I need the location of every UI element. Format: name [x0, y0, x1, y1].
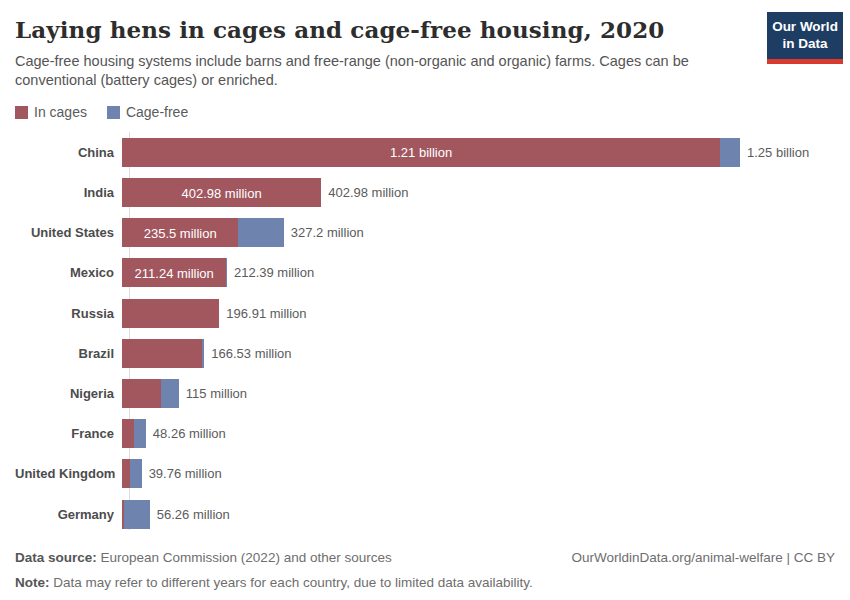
- bar-segment-cage-free[interactable]: [202, 339, 205, 368]
- legend-swatch-icon: [15, 106, 28, 119]
- bar-segment-in-cages[interactable]: 211.24 million: [122, 258, 226, 287]
- owid-logo-line2: in Data: [769, 36, 841, 53]
- owid-logo: Our World in Data: [767, 12, 843, 59]
- country-label: Russia: [15, 306, 122, 321]
- bar-segment-in-cages[interactable]: [122, 339, 202, 368]
- total-value-label: 212.39 million: [234, 265, 314, 280]
- chart-row: Nigeria 115 million: [15, 373, 835, 413]
- total-value-label: 56.26 million: [157, 507, 230, 522]
- note-label: Note:: [15, 575, 50, 590]
- owid-logo-line1: Our World: [769, 19, 841, 36]
- bar-segment-in-cages[interactable]: 235.5 million: [122, 218, 238, 247]
- bar-segment-cage-free[interactable]: [226, 258, 227, 287]
- bar-chart: China 1.21 billion 1.25 billion India 40…: [15, 132, 835, 534]
- bar-segment-in-cages[interactable]: [122, 419, 134, 448]
- legend-item-label: In cages: [34, 104, 87, 120]
- chart-row: Brazil 166.53 million: [15, 333, 835, 373]
- bar-inner-value-label: 235.5 million: [122, 225, 238, 240]
- chart-page: Laying hens in cages and cage-free housi…: [0, 0, 850, 600]
- stacked-bar: 402.98 million 402.98 million: [122, 178, 408, 207]
- total-value-label: 196.91 million: [226, 306, 306, 321]
- chart-subtitle: Cage-free housing systems include barns …: [15, 52, 760, 90]
- bar-segment-cage-free[interactable]: [720, 138, 740, 167]
- total-value-label: 115 million: [186, 386, 247, 401]
- bar-segment-cage-free[interactable]: [124, 500, 150, 529]
- chart-row: United States 235.5 million 327.2 millio…: [15, 213, 835, 253]
- country-label: France: [15, 426, 122, 441]
- legend-item-label: Cage-free: [126, 104, 188, 120]
- bar-segment-cage-free[interactable]: [134, 419, 146, 448]
- logo-red-stripe: [767, 59, 843, 64]
- chart-row: Germany 56.26 million: [15, 494, 835, 534]
- header: Laying hens in cages and cage-free housi…: [15, 16, 835, 90]
- chart-row: India 402.98 million 402.98 million: [15, 172, 835, 212]
- chart-row: France 48.26 million: [15, 414, 835, 454]
- legend-item[interactable]: In cages: [15, 104, 87, 120]
- footer: Data source: European Commission (2022) …: [15, 550, 835, 600]
- stacked-bar: 166.53 million: [122, 339, 292, 368]
- bar-segment-cage-free[interactable]: [238, 218, 283, 247]
- stacked-bar: 48.26 million: [122, 419, 226, 448]
- note-text: Data may refer to different years for ea…: [53, 575, 533, 590]
- stacked-bar: 211.24 million 212.39 million: [122, 258, 314, 287]
- chart-row: Russia 196.91 million: [15, 293, 835, 333]
- chart-row: China 1.21 billion 1.25 billion: [15, 132, 835, 172]
- total-value-label: 166.53 million: [211, 346, 291, 361]
- bar-segment-in-cages[interactable]: [122, 459, 130, 488]
- stacked-bar: 39.76 million: [122, 459, 222, 488]
- total-value-label: 402.98 million: [328, 185, 408, 200]
- bar-inner-value-label: 211.24 million: [122, 265, 226, 280]
- legend-item[interactable]: Cage-free: [107, 104, 188, 120]
- chart-row: Mexico 211.24 million 212.39 million: [15, 253, 835, 293]
- country-label: United States: [15, 225, 122, 240]
- stacked-bar: 115 million: [122, 379, 247, 408]
- bar-segment-in-cages[interactable]: 402.98 million: [122, 178, 321, 207]
- owid-url-link[interactable]: OurWorldinData.org/animal-welfare | CC B…: [571, 550, 835, 565]
- bar-segment-in-cages[interactable]: [122, 299, 219, 328]
- country-label: Nigeria: [15, 386, 122, 401]
- country-label: United Kingdom: [15, 466, 122, 481]
- legend-swatch-icon: [107, 106, 120, 119]
- bar-inner-value-label: 1.21 billion: [122, 145, 720, 160]
- bar-segment-cage-free[interactable]: [130, 459, 142, 488]
- stacked-bar: 235.5 million 327.2 million: [122, 218, 364, 247]
- total-value-label: 48.26 million: [153, 426, 226, 441]
- stacked-bar: 56.26 million: [122, 500, 230, 529]
- country-label: India: [15, 185, 122, 200]
- page-title: Laying hens in cages and cage-free housi…: [15, 16, 835, 43]
- total-value-label: 39.76 million: [149, 466, 222, 481]
- stacked-bar: 1.21 billion 1.25 billion: [122, 138, 809, 167]
- bar-segment-in-cages[interactable]: [122, 379, 161, 408]
- total-value-label: 1.25 billion: [747, 145, 809, 160]
- bar-segment-in-cages[interactable]: 1.21 billion: [122, 138, 720, 167]
- bar-segment-cage-free[interactable]: [161, 379, 179, 408]
- data-source-text: European Commission (2022) and other sou…: [101, 550, 392, 565]
- chart-row: United Kingdom 39.76 million: [15, 454, 835, 494]
- country-label: Brazil: [15, 346, 122, 361]
- legend: In cages Cage-free: [15, 104, 835, 120]
- data-source-label: Data source:: [15, 550, 97, 565]
- country-label: China: [15, 145, 122, 160]
- bar-inner-value-label: 402.98 million: [122, 185, 321, 200]
- total-value-label: 327.2 million: [291, 225, 364, 240]
- country-label: Mexico: [15, 265, 122, 280]
- country-label: Germany: [15, 507, 122, 522]
- stacked-bar: 196.91 million: [122, 299, 307, 328]
